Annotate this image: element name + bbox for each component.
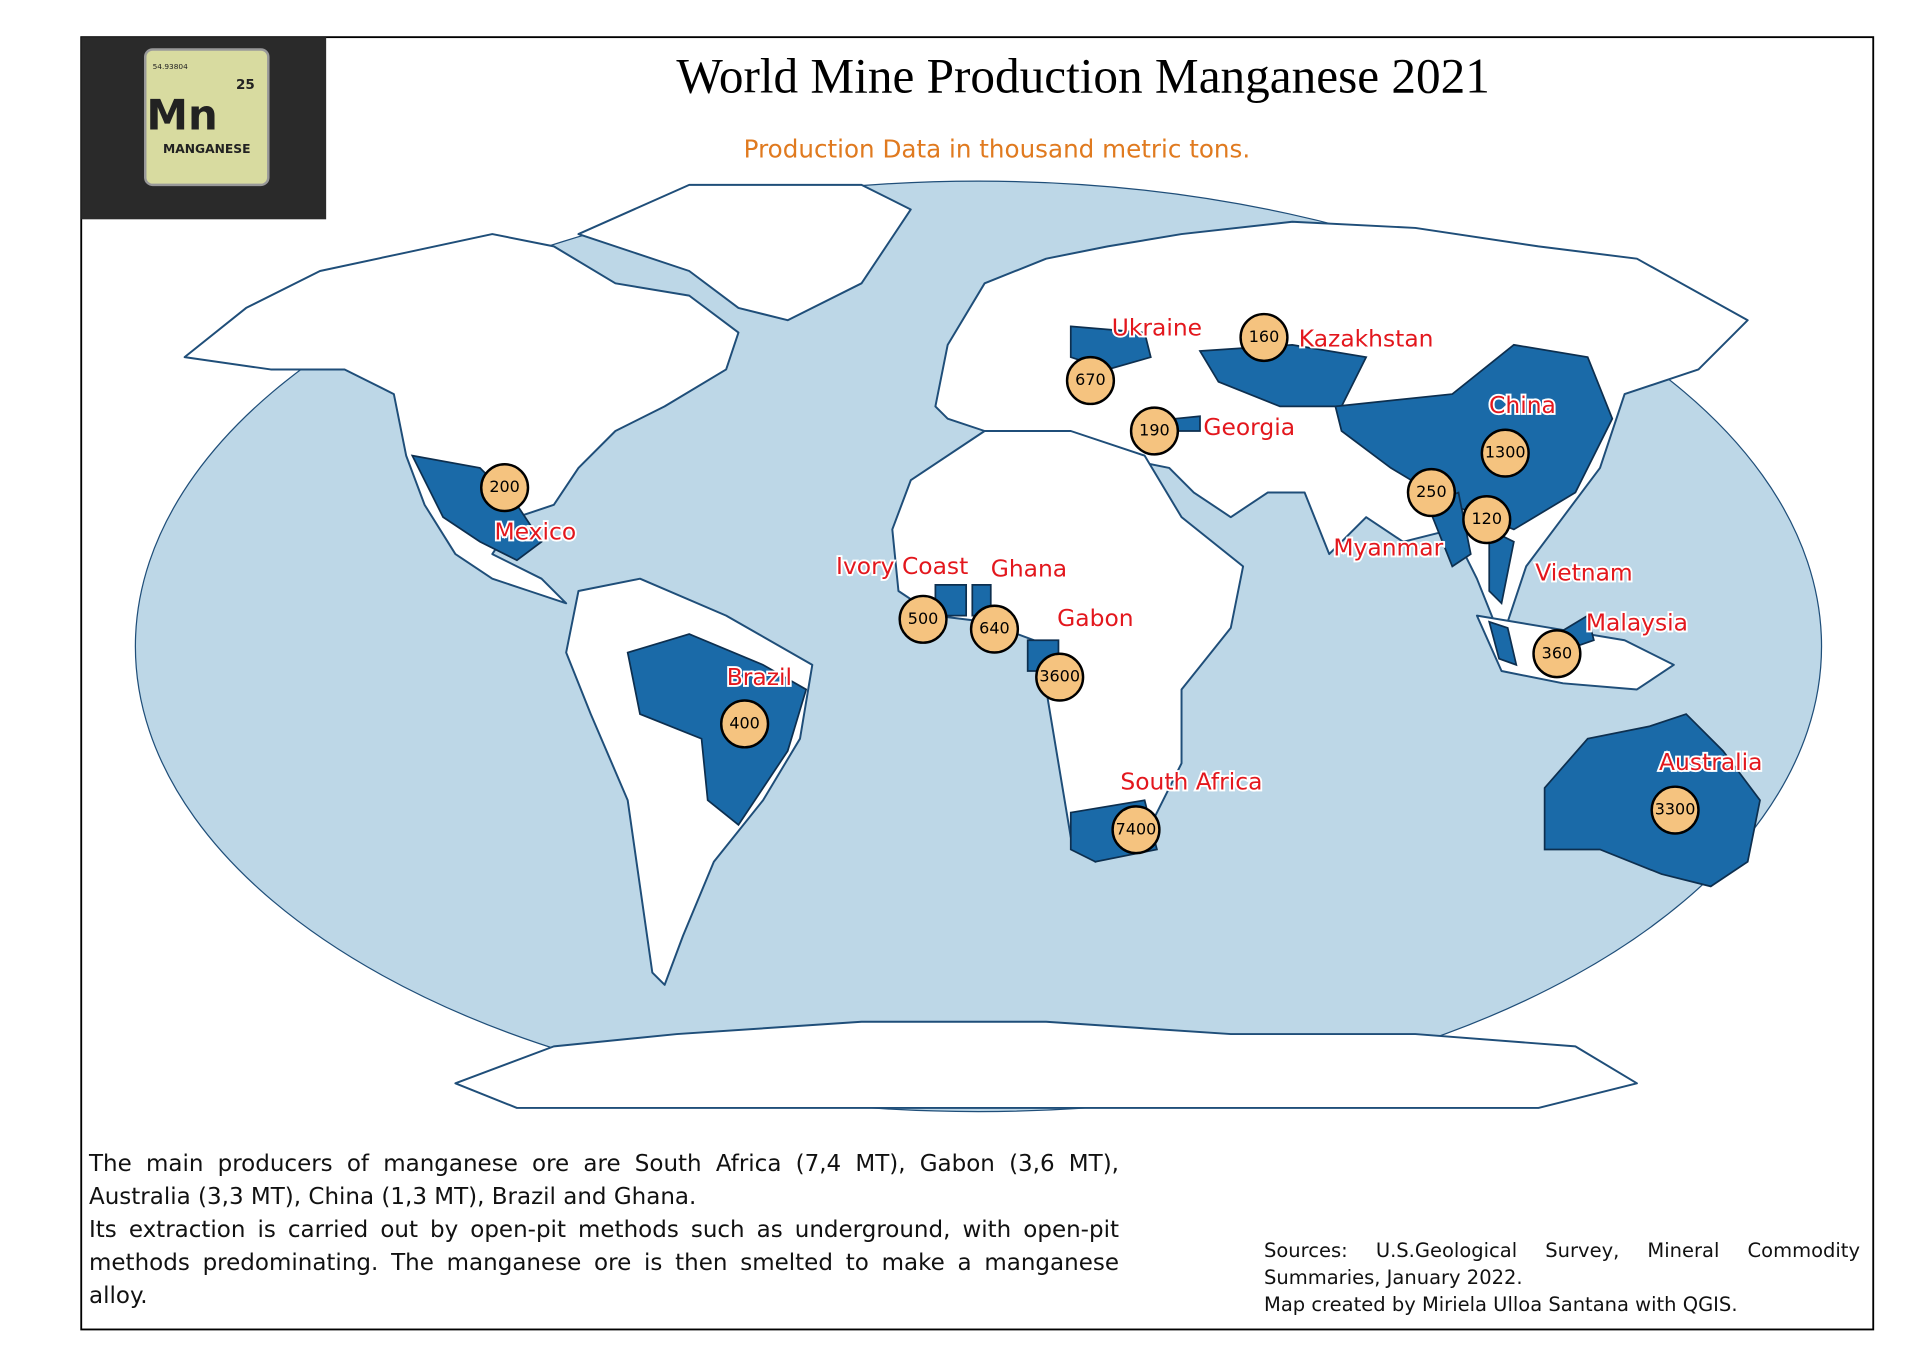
country-label: South Africa (1120, 768, 1262, 796)
production-circle (969, 604, 1020, 654)
production-value: 400 (729, 713, 760, 732)
country-label: Brazil (727, 663, 792, 691)
logo-name: MANGANESE (163, 142, 251, 156)
country-label: Malaysia (1586, 609, 1688, 637)
sources: Sources: U.S.Geological Survey, Mineral … (1264, 1237, 1860, 1318)
country-label: China (1489, 391, 1556, 419)
logo-symbol: Mn (146, 90, 217, 139)
logo-number: 25 (236, 77, 255, 93)
country-label: Georgia (1203, 413, 1295, 441)
country-label: Gabon (1057, 604, 1133, 632)
country-label: Ukraine (1112, 313, 1202, 341)
country-label: Australia (1659, 748, 1762, 776)
country-label: Kazakhstan (1299, 324, 1434, 352)
production-value: 500 (908, 609, 939, 628)
production-value: 3300 (1655, 800, 1696, 819)
credit-text: Map created by Miriela Ulloa Santana wit… (1264, 1293, 1738, 1316)
description-paragraph: The main producers of manganese ore are … (89, 1151, 1119, 1210)
production-circle (1111, 805, 1161, 855)
sources-text: Sources: U.S.Geological Survey, Mineral … (1264, 1239, 1860, 1289)
description: The main producers of manganese ore are … (89, 1148, 1119, 1313)
production-circle (1650, 785, 1700, 835)
production-circle (898, 594, 948, 644)
country-label: Myanmar (1333, 534, 1443, 562)
production-circle (1239, 312, 1289, 363)
production-value: 250 (1416, 482, 1447, 501)
production-value: 1300 (1485, 443, 1526, 462)
production-value: 670 (1075, 370, 1106, 389)
production-circle (1065, 355, 1116, 406)
production-value: 640 (979, 619, 1010, 638)
country-label: Ivory Coast (836, 552, 968, 580)
subtitle: Production Data in thousand metric tons. (744, 134, 1250, 163)
production-circle (1406, 467, 1456, 518)
production-value: 360 (1542, 643, 1573, 662)
logo: Mn MANGANESE 25 54.93804 (81, 37, 327, 220)
country-label: Mexico (495, 518, 577, 546)
logo-mass: 54.93804 (153, 62, 188, 71)
production-circle (720, 699, 770, 749)
production-points: Mexico 200 Brazil 400 Ivory Coast 500 Ghana 640… (480, 311, 1764, 855)
production-circle (1035, 652, 1085, 702)
production-value: 200 (489, 477, 520, 496)
logo-tile (144, 48, 270, 187)
country-label: Ghana (991, 555, 1067, 583)
production-circle (1129, 406, 1180, 456)
production-value: 190 (1139, 421, 1170, 440)
production-value: 7400 (1116, 819, 1157, 838)
production-circle (1462, 495, 1512, 545)
country-label: Vietnam (1535, 558, 1632, 586)
production-value: 3600 (1039, 667, 1080, 686)
production-circle (1532, 629, 1582, 679)
description-paragraph: Its extraction is carried out by open-pi… (89, 1217, 1119, 1309)
production-value: 120 (1471, 509, 1502, 528)
production-value: 160 (1249, 327, 1280, 346)
land (183, 183, 1761, 1109)
production-circle (480, 463, 530, 513)
production-circle (1480, 428, 1530, 478)
title: World Mine Production Manganese 2021 (676, 49, 1489, 104)
